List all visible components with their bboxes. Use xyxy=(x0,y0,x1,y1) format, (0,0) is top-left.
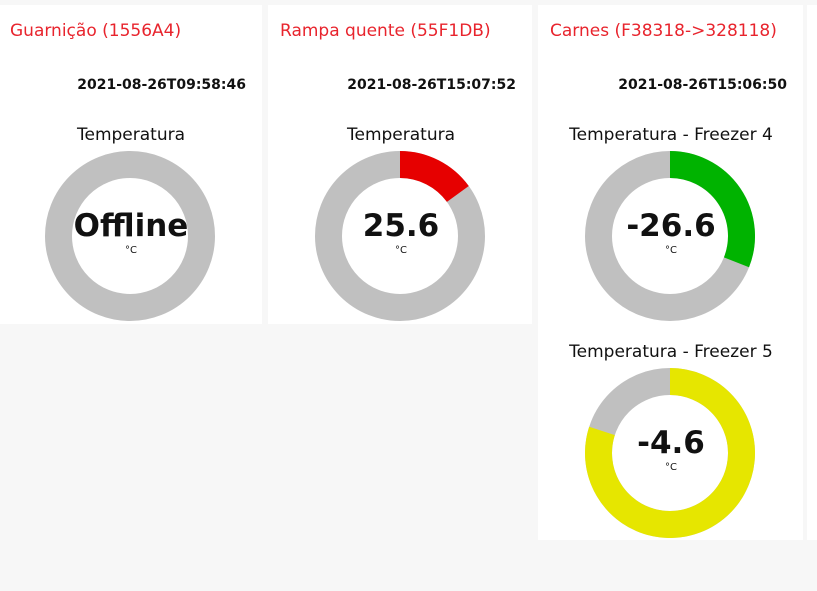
gauge-unit: °C xyxy=(395,245,407,256)
card-title: Guarnição (1556A4) xyxy=(10,21,182,41)
gauge-unit: °C xyxy=(125,245,137,256)
gauge-unit: °C xyxy=(665,462,677,473)
gauge-unit: °C xyxy=(665,245,677,256)
gauge-value: Offline xyxy=(73,208,189,244)
gauge-value: -4.6 xyxy=(637,425,705,461)
gauge-value: -26.6 xyxy=(626,208,716,244)
card-timestamp: 2021-08-26T09:58:46 xyxy=(77,77,246,93)
gauge-ring xyxy=(315,151,485,321)
gauge-label: Temperatura xyxy=(346,125,456,145)
card-timestamp: 2021-08-26T15:06:50 xyxy=(618,77,787,93)
device-card-rampa-quente: Rampa quente (55F1DB) 2021-08-26T15:07:5… xyxy=(268,5,532,324)
gauge-ring xyxy=(585,368,755,538)
device-card-guarnicao: Guarnição (1556A4) 2021-08-26T09:58:46 T… xyxy=(0,5,262,324)
card-title: Carnes (F38318->328118) xyxy=(550,21,777,41)
next-device-card-edge xyxy=(807,5,817,540)
gauge-fill-arc xyxy=(669,151,755,268)
gauge-fill-arc xyxy=(585,368,755,538)
gauge-ring xyxy=(585,151,755,321)
gauge-value: 25.6 xyxy=(362,208,440,244)
gauge-ring xyxy=(45,151,215,321)
gauge-label: Temperatura - Freezer 4 xyxy=(569,125,773,145)
gauge-label: Temperatura - Freezer 5 xyxy=(569,342,773,362)
card-title: Rampa quente (55F1DB) xyxy=(280,21,491,41)
device-card-carnes: Carnes (F38318->328118) 2021-08-26T15:06… xyxy=(538,5,803,540)
gauge-fill-arc xyxy=(399,151,469,203)
gauge-track xyxy=(45,151,215,321)
card-timestamp: 2021-08-26T15:07:52 xyxy=(347,77,516,93)
gauge-label: Temperatura xyxy=(76,125,186,145)
